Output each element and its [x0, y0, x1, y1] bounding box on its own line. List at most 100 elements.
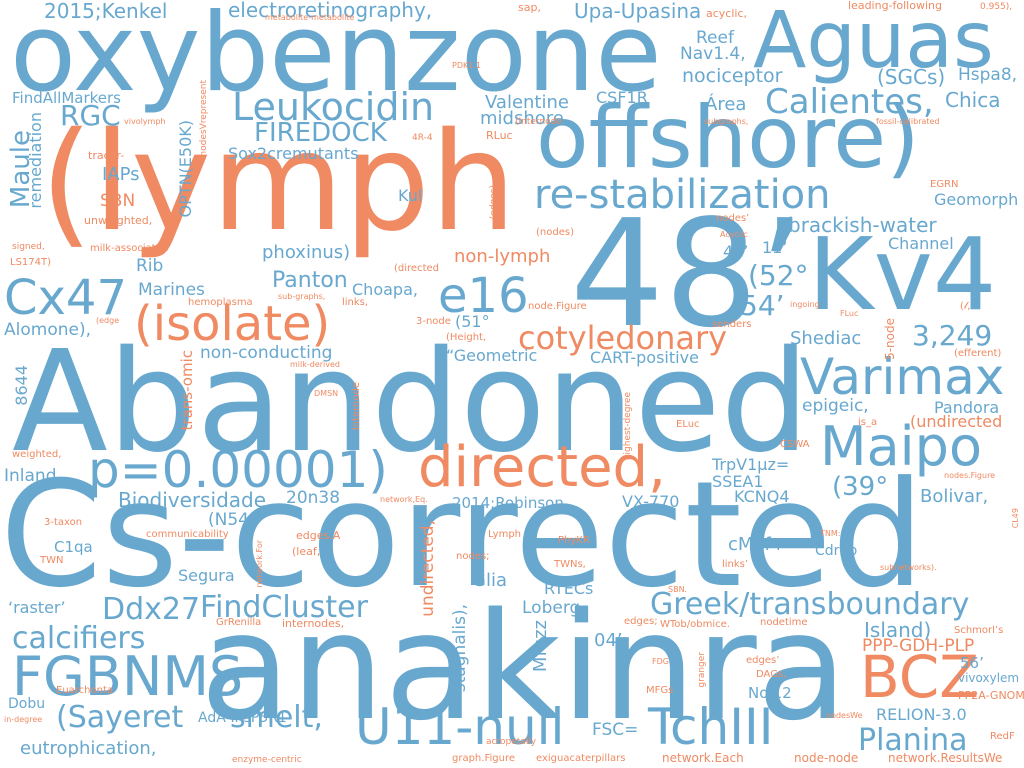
word-node-star: ᵢ*	[474, 455, 481, 466]
word-directed-paren: (directed	[394, 263, 439, 274]
word-e16: e16	[438, 268, 529, 324]
word-glyph-paren: (𝓁,	[960, 301, 971, 312]
word-findallmarkers: FindAllMarkers	[12, 89, 121, 107]
word-biodiversidade: Biodiversidade	[118, 488, 267, 512]
word-3249: 3,249	[912, 319, 993, 352]
word-twns: TWNs,	[554, 559, 586, 570]
word-epigeic: epigeic,	[802, 396, 869, 416]
word-leukocidin: Leukocidin	[232, 85, 435, 129]
word-euarchonta: Euarchonta	[56, 685, 114, 696]
word-node-node: node-node	[794, 751, 859, 765]
word-sbn: SBN	[100, 191, 136, 211]
word-midshore: midshore,	[480, 108, 570, 129]
word-acropetally: acropetally	[486, 737, 537, 747]
word-nav14: Nav1.4,	[680, 44, 746, 64]
word-geomorph: Geomorph	[934, 190, 1019, 209]
word-undirected-paren: (undirected	[910, 412, 1003, 431]
word-trans-omic: trans-omic	[178, 350, 196, 431]
word-vx770: VX-770	[622, 492, 680, 511]
word-milk-associated: milk-associated	[90, 243, 169, 254]
word-raster: ‘raster’	[8, 598, 66, 617]
word-signed: signed,	[12, 242, 45, 252]
word-min54: 54’	[740, 289, 785, 322]
word-fluc: FLuc	[840, 309, 859, 318]
word-nodesvrepresent: nodesVrepresent	[199, 80, 209, 157]
word-reef: Reef	[696, 28, 734, 48]
word-eluc: ELuc	[676, 419, 700, 430]
word-electroretinography: electroretinography,	[228, 0, 433, 22]
word-nociceptor: nociceptor	[682, 65, 783, 87]
word-n54: (N54°	[208, 510, 258, 530]
word-aguas: Aguas	[753, 0, 994, 86]
word-4r4: 4R-4	[412, 133, 433, 143]
word-is-a: is_a	[858, 417, 878, 428]
word-in-degree: in-degree	[4, 715, 43, 724]
word-bcz: BCZ	[860, 643, 980, 711]
word-schmorls: Schmorl’s	[954, 625, 1004, 636]
word-nodes-quote: nodes’	[716, 213, 750, 224]
word-ingoing: ingoing	[790, 300, 820, 309]
word-nodes-paren: (nodes)	[536, 227, 574, 238]
word-colormapfigure: colormapFigure	[447, 148, 457, 218]
word-wtob: WTob/obmice.	[660, 619, 730, 630]
word-unweighted: unweighted,	[84, 214, 153, 227]
word-enzyme-centric: enzyme-centric	[232, 755, 302, 765]
word-min11: 11’	[762, 238, 788, 257]
word-channel: Channel	[888, 234, 954, 253]
word-min04: 04’	[594, 630, 623, 651]
word-nodeswe: nodesWe	[826, 711, 863, 720]
word-ssea1: SSEA1	[712, 472, 764, 491]
word-leading-following: leading-following	[848, 0, 942, 12]
word-re-stabilization: re-stabilization	[534, 172, 831, 218]
word-edges-semi: edges;	[624, 616, 658, 627]
word-anakinra: anakinra	[200, 581, 848, 753]
word-dmsn: DMSN	[314, 389, 339, 398]
word-tchiii: TchIII	[648, 698, 774, 756]
word-inland: Inland	[4, 466, 57, 486]
word-directed: directed,	[418, 435, 666, 500]
word-dobu: Dobu	[8, 696, 46, 712]
word-lymph-paren: (lymph	[40, 104, 517, 262]
word-smelt: smelt,	[230, 700, 323, 735]
word-communicability: communicability	[146, 529, 229, 540]
word-remediation: remediation	[26, 112, 45, 209]
word-exiguacaterpillars: exiguacaterpillars	[536, 753, 626, 764]
word-subgraphs: subgraphs,	[704, 117, 749, 126]
word-cdr2p: Cdr2p	[815, 543, 858, 559]
word-eutrophication: eutrophication,	[20, 738, 157, 759]
word-hspa8: Hspa8,	[958, 65, 1018, 85]
word-lymph-small: Lymph	[488, 529, 521, 540]
word-cl49: CL49	[1011, 508, 1020, 529]
word-relion: RELION-3.0	[876, 705, 967, 724]
word-ddx27: Ddx27	[102, 592, 201, 627]
word-iaps: IAPs	[102, 164, 140, 185]
word-phykr: PhyKR	[558, 535, 590, 546]
word-min44: 44’	[723, 242, 749, 261]
word-links-quote: links’	[722, 559, 749, 570]
word-rgc: RGC	[60, 99, 121, 132]
word-3-taxon: 3-taxon	[44, 517, 83, 528]
word-links: links,	[342, 297, 369, 308]
word-choapa: Choapa,	[352, 280, 418, 299]
word-u11-null: U11-null	[355, 698, 565, 756]
word-varimax: Varimax	[800, 348, 1005, 406]
word-cx47: Cx47	[4, 270, 127, 326]
word-glia: Glia	[472, 570, 507, 591]
word-cs-corrected: Cs-corrected	[0, 450, 925, 620]
word-pvalue: p=0.00001)	[88, 441, 388, 499]
word-vivolymph: vivolymph	[124, 117, 166, 126]
word-redf: RedF	[990, 731, 1015, 742]
word-nol12: Nol12	[748, 684, 792, 702]
word-5-node: 5-node	[883, 318, 897, 360]
word-sayeret: (Sayeret	[56, 700, 184, 735]
word-abandoned: Abandoned	[12, 321, 810, 484]
word-calientes: Calientes,	[765, 82, 934, 122]
word-node-figure: node.Figure	[528, 301, 587, 312]
word-offshore: offshore)	[536, 88, 920, 188]
word-granger: granger	[697, 652, 707, 688]
word-sbn-small: SBN.	[668, 585, 688, 594]
word-planina: Planina	[858, 723, 968, 758]
word-highest-degree: highest-degree	[623, 392, 633, 461]
word-loberg: Loberg	[522, 598, 581, 618]
word-sgcs: (SGCs)	[877, 65, 946, 89]
